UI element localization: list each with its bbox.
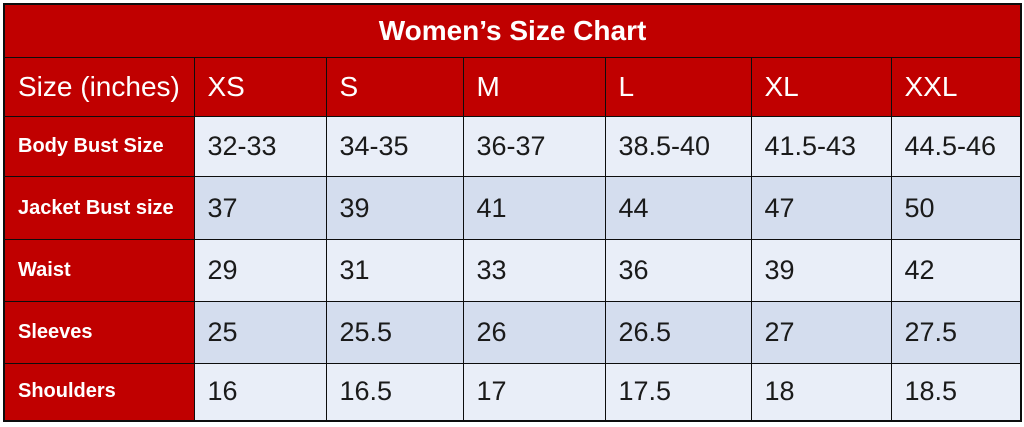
header-row: Size (inches) XS S M L XL XXL — [3, 57, 1022, 117]
cell-shoulders-m: 17 — [462, 363, 606, 421]
table-row-waist: Waist 29 31 33 36 39 42 — [3, 239, 1022, 302]
col-header-xs: XS — [193, 57, 327, 117]
cell-shoulders-xxl: 18.5 — [890, 363, 1022, 421]
cell-waist-m: 33 — [462, 239, 606, 302]
table-row-jacket-bust: Jacket Bust size 37 39 41 44 47 50 — [3, 176, 1022, 240]
row-label-waist: Waist — [3, 239, 195, 302]
title-row: Women’s Size Chart — [3, 3, 1022, 58]
cell-shoulders-s: 16.5 — [325, 363, 464, 421]
corner-label: Size (inches) — [3, 57, 195, 117]
cell-body-bust-xl: 41.5-43 — [750, 116, 892, 177]
row-label-shoulders: Shoulders — [3, 363, 195, 421]
col-header-s: S — [325, 57, 464, 117]
cell-body-bust-s: 34-35 — [325, 116, 464, 177]
cell-sleeves-xs: 25 — [193, 301, 327, 364]
chart-title: Women’s Size Chart — [3, 3, 1022, 58]
cell-shoulders-xs: 16 — [193, 363, 327, 421]
cell-waist-l: 36 — [604, 239, 752, 302]
cell-shoulders-xl: 18 — [750, 363, 892, 421]
row-label-sleeves: Sleeves — [3, 301, 195, 364]
cell-jacket-bust-s: 39 — [325, 176, 464, 240]
cell-sleeves-s: 25.5 — [325, 301, 464, 364]
cell-body-bust-l: 38.5-40 — [604, 116, 752, 177]
cell-jacket-bust-l: 44 — [604, 176, 752, 240]
row-label-body-bust: Body Bust Size — [3, 116, 195, 177]
cell-jacket-bust-xl: 47 — [750, 176, 892, 240]
cell-sleeves-l: 26.5 — [604, 301, 752, 364]
cell-waist-xxl: 42 — [890, 239, 1022, 302]
cell-jacket-bust-m: 41 — [462, 176, 606, 240]
cell-sleeves-m: 26 — [462, 301, 606, 364]
cell-waist-xl: 39 — [750, 239, 892, 302]
table-row-shoulders: Shoulders 16 16.5 17 17.5 18 18.5 — [3, 363, 1022, 421]
size-chart-table: Women’s Size Chart Size (inches) XS S M … — [3, 3, 1023, 422]
cell-jacket-bust-xxl: 50 — [890, 176, 1022, 240]
cell-sleeves-xxl: 27.5 — [890, 301, 1022, 364]
cell-body-bust-m: 36-37 — [462, 116, 606, 177]
col-header-m: M — [462, 57, 606, 117]
row-label-jacket-bust: Jacket Bust size — [3, 176, 195, 240]
cell-waist-xs: 29 — [193, 239, 327, 302]
cell-shoulders-l: 17.5 — [604, 363, 752, 421]
cell-jacket-bust-xs: 37 — [193, 176, 327, 240]
cell-waist-s: 31 — [325, 239, 464, 302]
table-row-sleeves: Sleeves 25 25.5 26 26.5 27 27.5 — [3, 301, 1022, 364]
col-header-xxl: XXL — [890, 57, 1022, 117]
col-header-xl: XL — [750, 57, 892, 117]
table-row-body-bust: Body Bust Size 32-33 34-35 36-37 38.5-40… — [3, 116, 1022, 177]
cell-body-bust-xxl: 44.5-46 — [890, 116, 1022, 177]
cell-body-bust-xs: 32-33 — [193, 116, 327, 177]
cell-sleeves-xl: 27 — [750, 301, 892, 364]
col-header-l: L — [604, 57, 752, 117]
